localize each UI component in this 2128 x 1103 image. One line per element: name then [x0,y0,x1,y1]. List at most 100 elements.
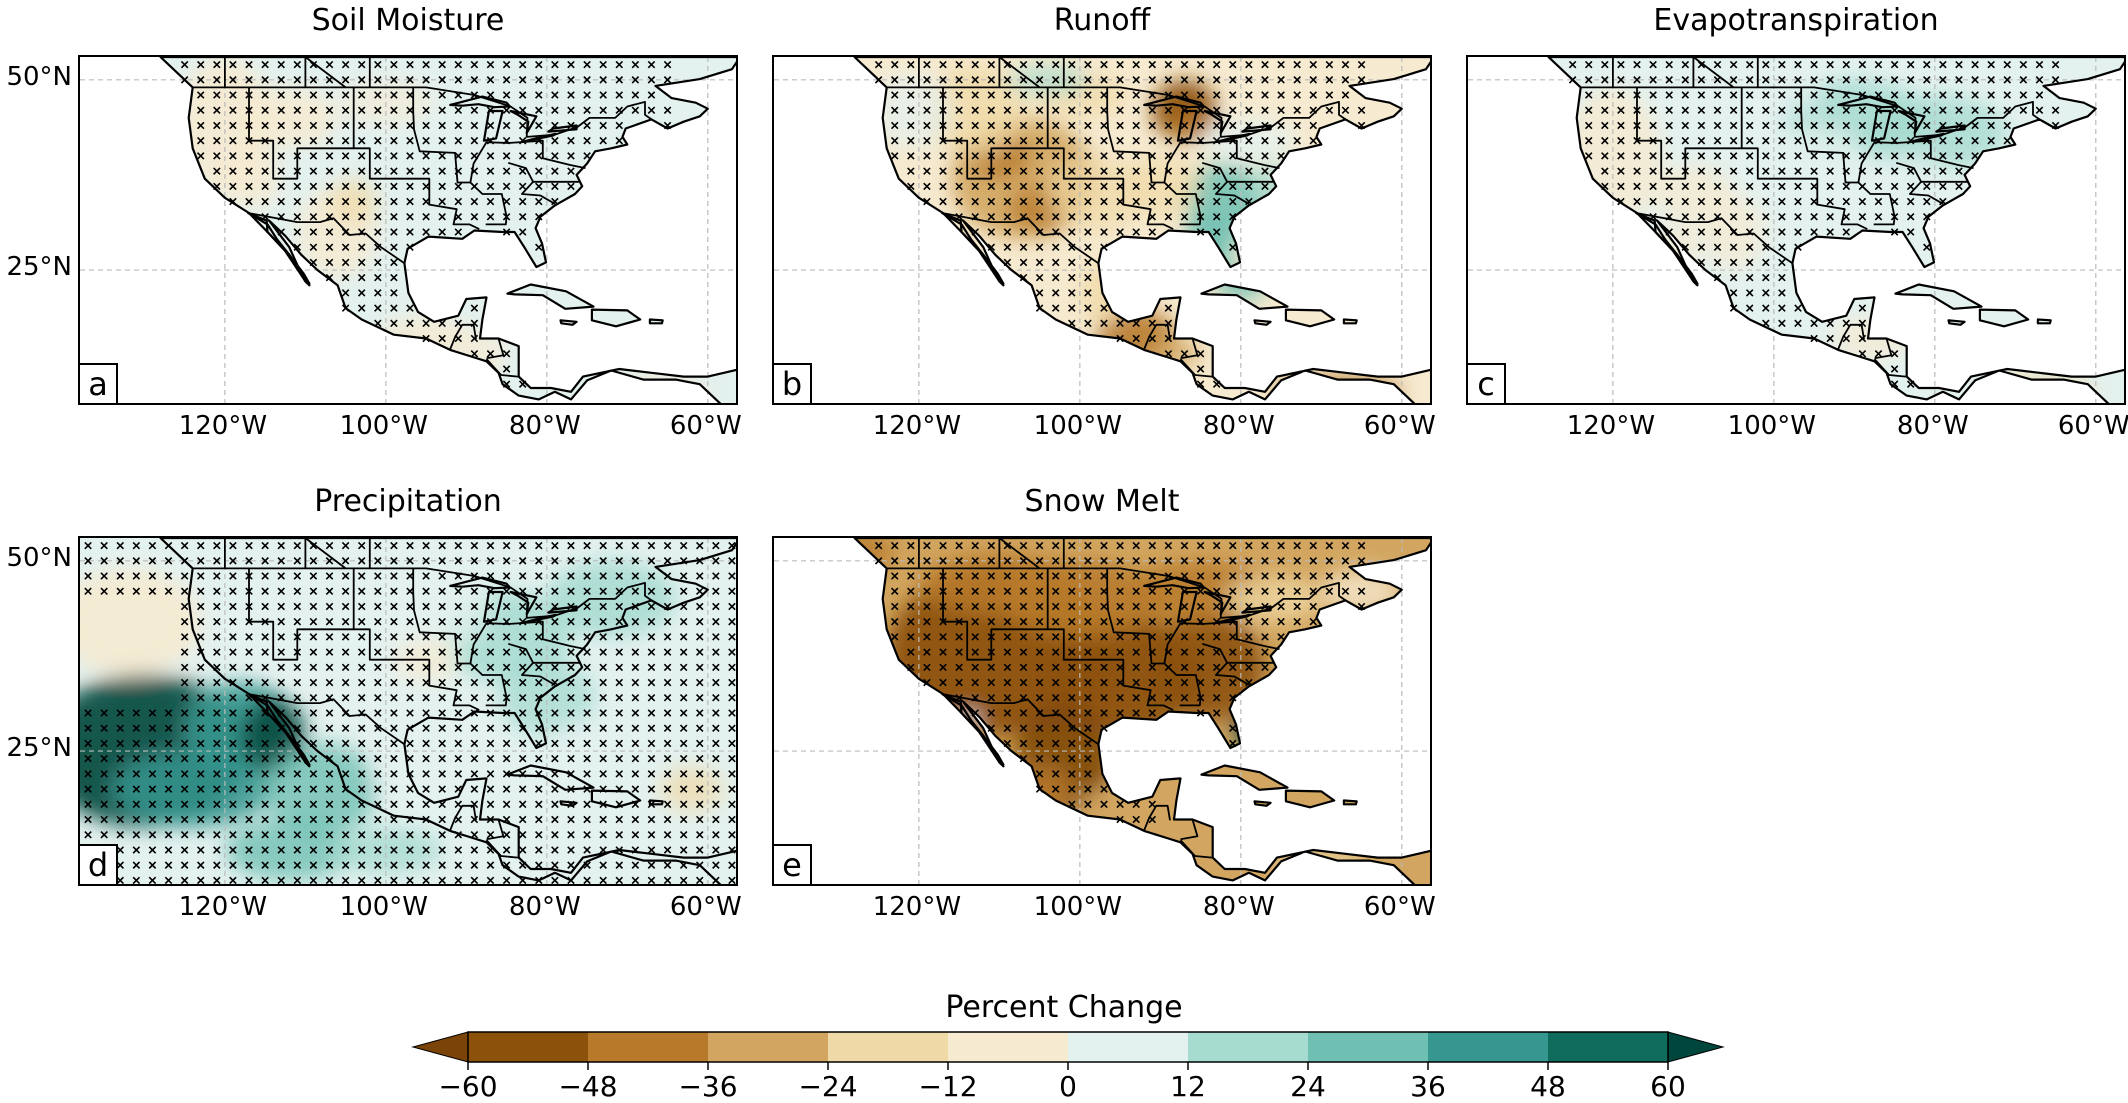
map-panel-d: Precipitation d 50°N 25°N 120°W 100°W 80°W 60°W [6,484,741,922]
map-panel-c: Evapotranspiration c 120°W 100°W 80°W 60°W [1466,3,2128,441]
anomaly-blob [498,659,596,736]
lon-label: 120°W [872,411,962,441]
map-canvas [774,57,1430,403]
map-panel-a: Soil Moisture a 50°N 25°N 120°W 100°W 80°W 60°W [6,3,741,441]
anomaly-blob [80,568,201,675]
anomaly-blob [329,827,443,873]
colorbar-segment [1188,1032,1309,1062]
lat-label: 50°N [6,542,72,573]
map-frame [772,536,1432,886]
gridlines [774,57,1430,403]
lon-label: 80°W [508,411,581,441]
colorbar-tick-label: 24 [1290,1070,1326,1103]
colorbar-extend-high [1667,1031,1725,1063]
anomaly-blob [1152,614,1265,721]
colorbar-segment [1308,1032,1429,1062]
anomaly-blob [1184,216,1233,278]
anomaly-blob [216,148,282,210]
lon-label: 100°W [1033,892,1123,922]
significance-stipple [874,60,1366,388]
map-panel-e: Snow Melt e 120°W 100°W 80°W 60°W [772,484,1436,922]
anomaly-blob [401,72,531,134]
anomaly-blob [854,538,895,577]
panel-letter: c [1466,363,1506,405]
colorbar-tick-label: −48 [558,1070,618,1103]
gridlines [80,538,736,884]
anomaly-blob [265,743,378,835]
gridlines [774,538,1430,884]
map-canvas [774,538,1430,884]
colorbar-tick-label: 36 [1410,1070,1446,1103]
lon-label: 80°W [1202,411,1275,441]
lon-label: 60°W [669,892,742,922]
lon-label: 80°W [1896,411,1969,441]
gridlines [1468,57,2124,403]
lon-label: 60°W [1363,892,1436,922]
lon-label: 120°W [178,411,268,441]
colorbar-tick-label: 12 [1170,1070,1206,1103]
anomaly-blob [240,87,338,149]
panel-letter: b [772,363,812,405]
anomaly-blob [329,178,378,225]
lon-label: 100°W [339,892,429,922]
map-canvas [1468,57,2124,403]
gridlines [80,57,736,403]
colorbar-segment [468,1032,589,1062]
significance-stipple [1568,60,2060,388]
map-canvas [80,57,736,403]
colorbar-tick-label: 48 [1530,1070,1566,1103]
lon-label: 80°W [508,892,581,922]
lat-label: 50°N [6,61,72,92]
lon-label: 80°W [1202,892,1275,922]
lon-label: 120°W [178,892,268,922]
colorbar-segment [708,1032,829,1062]
anomaly-blob [1144,811,1209,843]
colorbar-segment [1548,1032,1669,1062]
colorbar-segment [1428,1032,1549,1062]
colorbar [411,1031,1725,1070]
colorbar-extend-low [411,1031,469,1063]
lon-label: 60°W [1363,411,1436,441]
lat-label: 25°N [6,733,72,764]
anomaly-blob [1983,338,2048,369]
map-frame [772,55,1432,405]
lon-label: 60°W [2057,411,2128,441]
panel-title: Precipitation [314,484,502,519]
lon-label: 100°W [1033,411,1123,441]
map-frame [78,55,738,405]
colorbar-tick-label: −12 [918,1070,978,1103]
map-frame [78,536,738,886]
lon-label: 120°W [1566,411,1656,441]
significance-stipple [180,60,672,388]
colorbar-tick-label: 0 [1059,1070,1077,1103]
coastlines [1547,57,2124,403]
lon-label: 100°W [339,411,429,441]
anomaly-blob [401,690,499,736]
significance-stipple [84,541,736,884]
anomaly-blob [890,701,915,725]
anomaly-blob [369,743,435,805]
lat-label: 25°N [6,252,72,283]
colorbar-tick-label: −24 [798,1070,858,1103]
coastlines [853,538,1430,884]
panel-title: Runoff [1053,3,1151,38]
colorbar-segment [948,1032,1069,1062]
colorbar-title: Percent Change [945,990,1183,1025]
colorbar-tick-label: 60 [1650,1070,1686,1103]
anomaly-blob [1047,155,1145,232]
panel-letter: a [78,363,118,405]
anomaly-blob [112,751,274,828]
anomaly-blob [1120,155,1201,217]
panel-letter: e [772,844,812,886]
lon-label: 120°W [872,892,962,922]
colorbar-tick-label: −60 [438,1070,498,1103]
panel-letter: d [78,844,118,886]
panel-title: Snow Melt [1024,484,1180,519]
colorbar-segment [1068,1032,1189,1062]
colorbar-segment [828,1032,949,1062]
panel-title: Evapotranspiration [1653,3,1939,38]
significance-stipple [874,541,1366,824]
anomaly-blob [224,819,354,881]
map-canvas [80,538,736,884]
colorbar-segment [588,1032,709,1062]
